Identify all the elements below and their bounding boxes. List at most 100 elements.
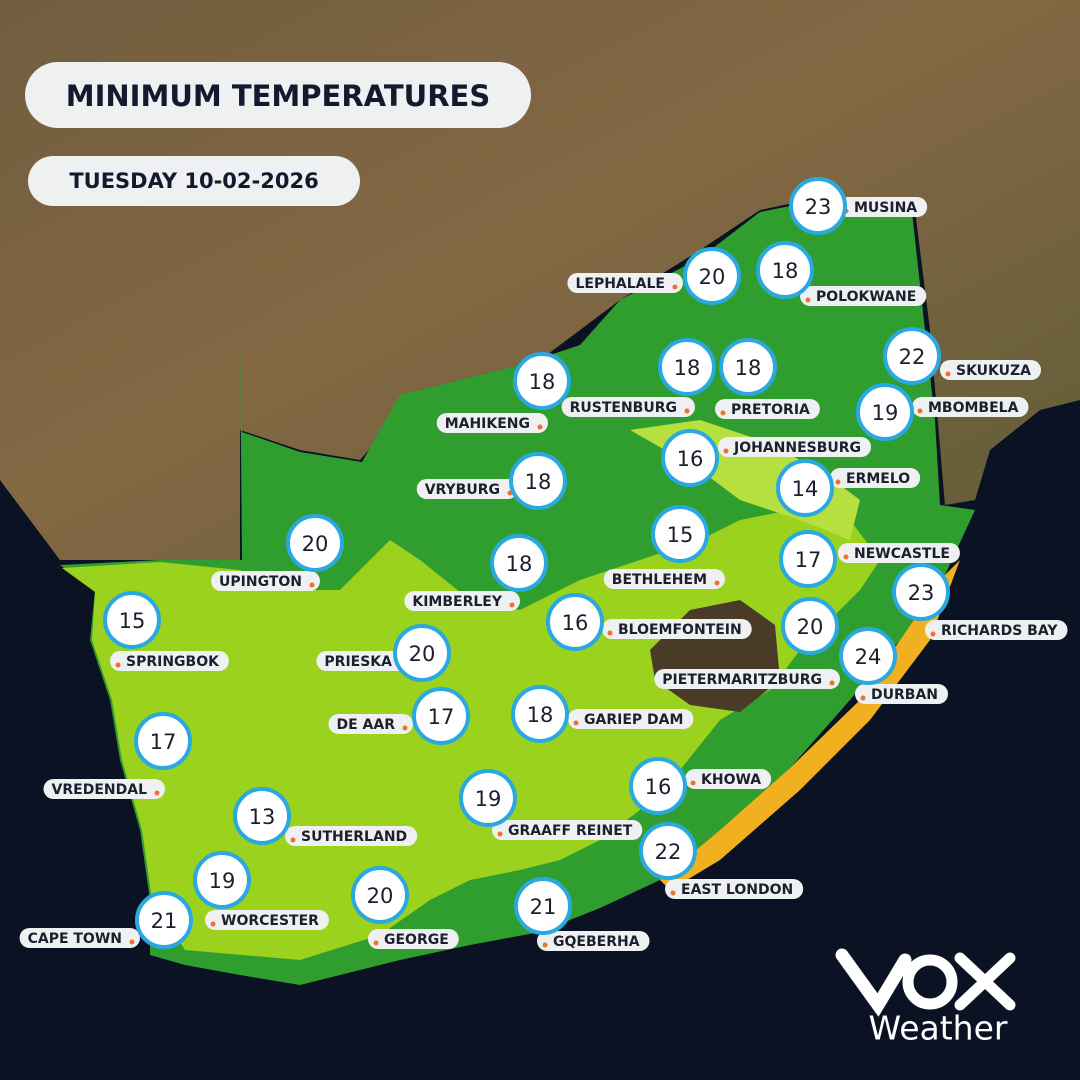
temp-badge	[756, 241, 814, 299]
city: POLOKWANE 18	[756, 241, 927, 306]
city-label: UPINGTON	[219, 574, 302, 590]
city-label-box	[436, 413, 548, 433]
temperature: 19	[872, 401, 899, 425]
city-label-box	[211, 571, 320, 591]
city-label: DE AAR	[336, 717, 395, 733]
city: GRAAFF REINET 19	[459, 769, 643, 840]
city-dot	[573, 720, 579, 726]
temp-badge	[233, 787, 291, 845]
city-dot	[129, 939, 135, 945]
city: KIMBERLEY 18	[404, 534, 548, 611]
temperature: 21	[530, 895, 557, 919]
city-label: GQEBERHA	[553, 934, 640, 950]
temp-badge	[658, 338, 716, 396]
city-label-box	[205, 910, 329, 930]
temp-badge	[513, 352, 571, 410]
city-label: LEPHALALE	[575, 276, 665, 292]
temp-badge	[839, 627, 897, 685]
temp-badge	[286, 514, 344, 572]
temp-badge	[651, 505, 709, 563]
city: PRIESKA 20	[316, 624, 451, 682]
city-label-box	[404, 591, 520, 611]
city-label-box	[567, 273, 683, 293]
city-label-box	[855, 684, 948, 704]
temperature: 18	[772, 259, 799, 283]
title: MINIMUM TEMPERATURES	[66, 79, 490, 113]
city-dot	[290, 837, 296, 843]
city-label-box	[685, 769, 772, 789]
city-dot	[670, 890, 676, 896]
temperature: 20	[699, 265, 726, 289]
city-label-box	[603, 569, 725, 589]
temp-badge	[789, 177, 847, 235]
city-label: GEORGE	[384, 932, 449, 948]
city-label-box	[561, 397, 695, 417]
temp-badge	[193, 851, 251, 909]
temperature: 18	[529, 370, 556, 394]
temperature: 16	[562, 611, 589, 635]
temperature: 15	[667, 523, 694, 547]
city-label-box	[665, 879, 804, 899]
city-label: RICHARDS BAY	[941, 623, 1058, 639]
temp-badge	[892, 563, 950, 621]
city-label-box	[838, 543, 960, 563]
temp-badge	[683, 247, 741, 305]
temp-badge	[661, 429, 719, 487]
temp-badge	[719, 338, 777, 396]
city-dot	[509, 602, 515, 608]
temp-badge	[459, 769, 517, 827]
temperature: 17	[428, 705, 455, 729]
city-label-box	[568, 709, 694, 729]
city: VRYBURG 18	[416, 452, 567, 510]
city-label-box	[43, 779, 165, 799]
city: PIETERMARITZBURG 20	[654, 597, 840, 689]
temperature: 21	[151, 909, 178, 933]
city: DE AAR 17	[328, 687, 470, 745]
city-dot	[537, 424, 543, 430]
city: WORCESTER 19	[193, 851, 329, 930]
temperature: 18	[735, 356, 762, 380]
city-dot	[843, 554, 849, 560]
city: CAPE TOWN 21	[19, 891, 193, 949]
city-dot	[542, 942, 548, 948]
city-label: KIMBERLEY	[412, 594, 502, 610]
temp-badge	[546, 593, 604, 651]
date: TUESDAY 10-02-2026	[69, 169, 318, 193]
city-label-box	[940, 360, 1042, 380]
city-dot	[805, 297, 811, 303]
city-dot	[373, 940, 379, 946]
city-label-box	[838, 197, 928, 217]
city-label-box	[537, 931, 650, 951]
temperature: 18	[525, 470, 552, 494]
city: NEWCASTLE 17	[779, 530, 960, 588]
temperature: 20	[797, 615, 824, 639]
city: GARIEP DAM 18	[511, 685, 694, 743]
temperature: 15	[119, 609, 146, 633]
city: PRETORIA 18	[715, 338, 820, 419]
temp-badge	[134, 712, 192, 770]
temp-badge	[776, 459, 834, 517]
city-label-box	[416, 479, 518, 499]
city: MBOMBELA 19	[856, 383, 1029, 441]
city: GQEBERHA 21	[514, 877, 650, 951]
temperature: 20	[302, 532, 329, 556]
city-label: MBOMBELA	[928, 400, 1019, 416]
city: ERMELO 14	[776, 459, 921, 517]
temperature: 17	[795, 548, 822, 572]
city: LEPHALALE 20	[567, 247, 741, 305]
city-label-box	[316, 651, 410, 671]
city-dot	[309, 582, 315, 588]
city-label-box	[285, 826, 418, 846]
temp-badge	[351, 866, 409, 924]
temp-badge	[883, 327, 941, 385]
city-dot	[497, 831, 503, 837]
city: MUSINA 23	[789, 177, 928, 235]
city-dot	[690, 780, 696, 786]
city: SUTHERLAND 13	[233, 787, 418, 846]
city-label: SUTHERLAND	[301, 829, 407, 845]
temp-badge	[629, 757, 687, 815]
city-dot	[714, 580, 720, 586]
temperature: 19	[209, 869, 236, 893]
city-label: RUSTENBURG	[570, 400, 677, 416]
